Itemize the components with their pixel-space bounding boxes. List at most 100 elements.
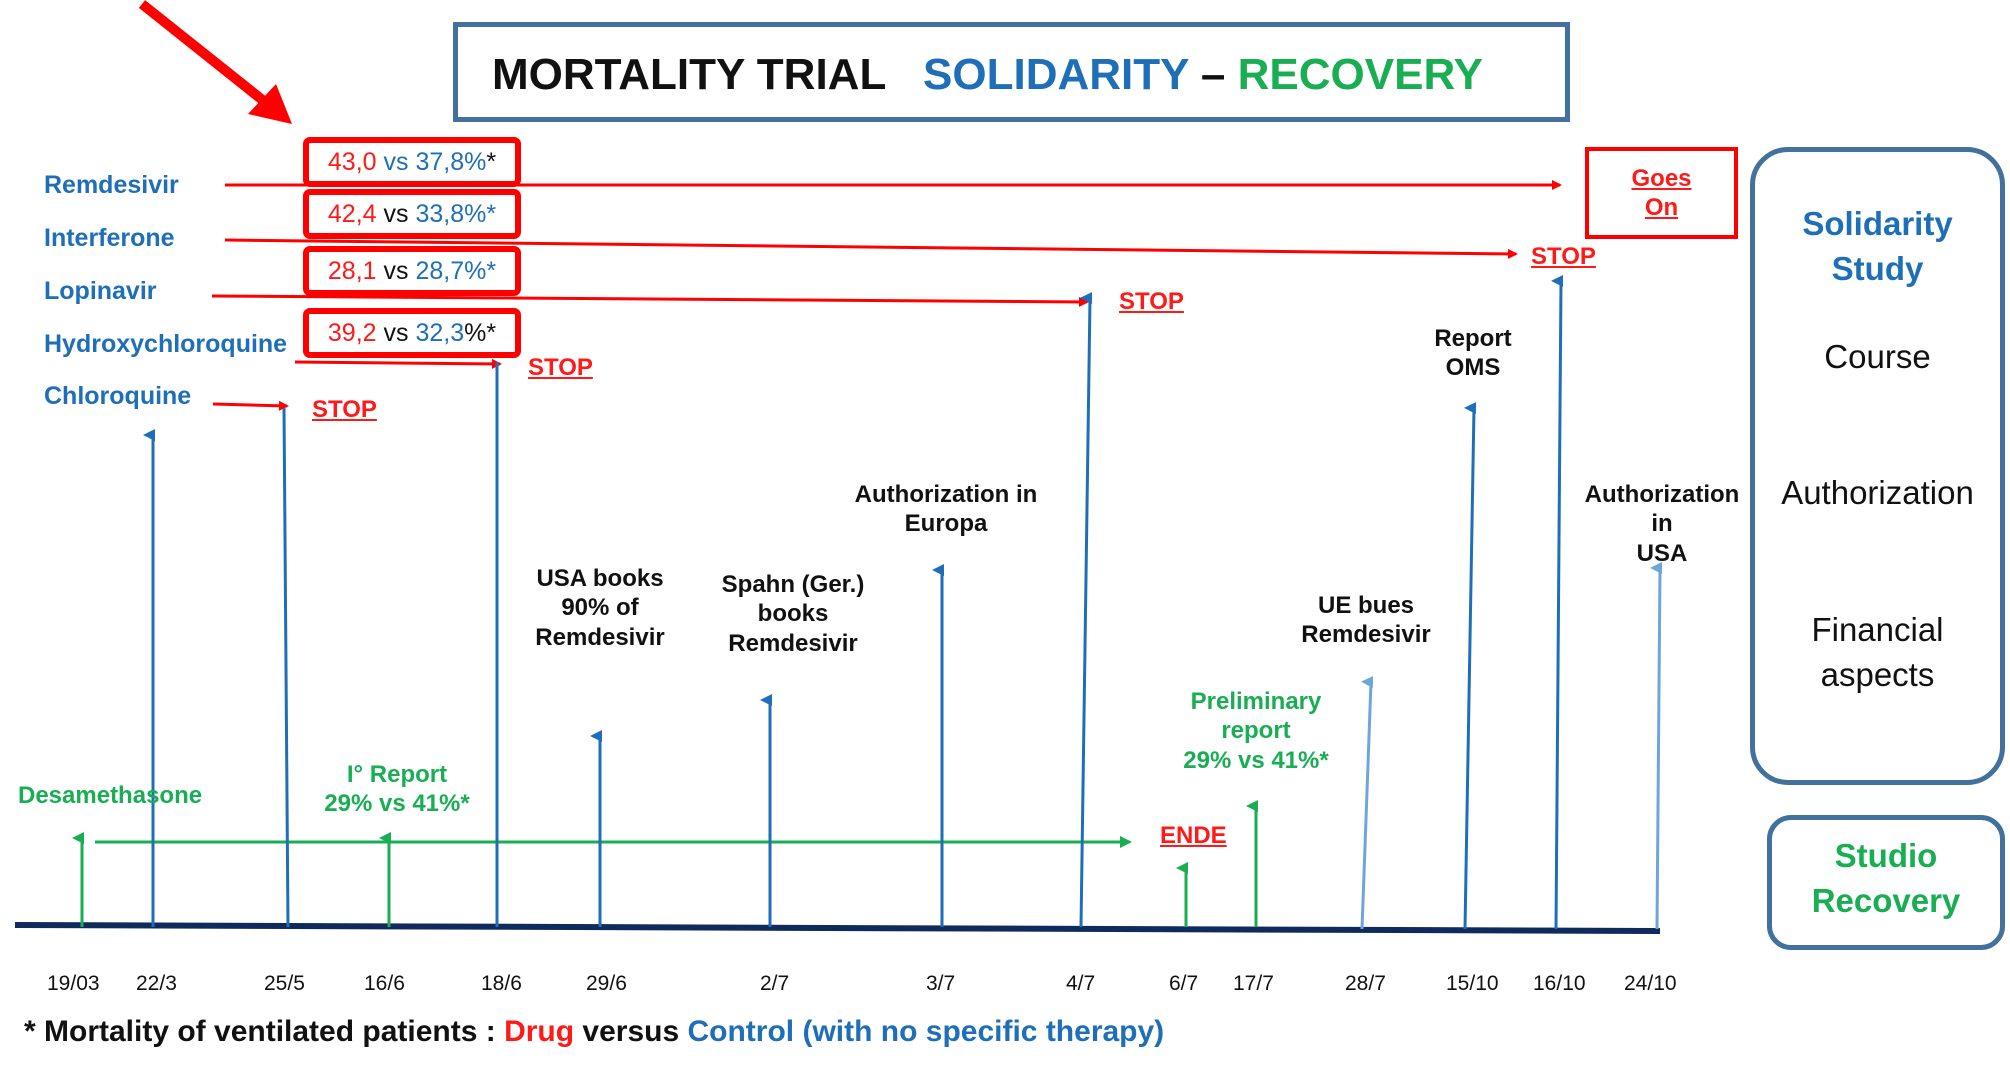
solidarity-study-title: Solidarity Study	[1750, 202, 2005, 291]
mortality-box-lopinavir: 28,1 vs 28,7%*	[303, 246, 521, 296]
usa-books-line1: USA books	[536, 565, 664, 592]
footnote-control: Control (with no specific therapy)	[687, 1015, 1165, 1048]
drug-label-remdesivir: Remdesivir	[44, 171, 179, 199]
vs-text: vs	[383, 199, 409, 228]
date-label: 28/7	[1345, 972, 1386, 995]
date-label: 19/03	[47, 972, 100, 995]
footnote-drug: Drug	[504, 1015, 575, 1048]
asterisk: *	[486, 147, 497, 176]
mortality-box-remdesivir: 43,0 vs 37,8% *	[303, 137, 521, 187]
first-report-line1: I° Report	[346, 761, 448, 788]
timeline-baseline	[14, 922, 1661, 934]
auth-europa-line2: Europa	[904, 510, 988, 538]
first-report-label: I° Report 29% vs 41%*	[307, 760, 487, 819]
preliminary-report-label: Preliminary report 29% vs 41%*	[1160, 687, 1352, 775]
solidarity-study-frame	[1750, 147, 2005, 785]
goes-on-line2: On	[1644, 194, 1679, 221]
stop-label-hydroxychloroquine: STOP	[528, 354, 593, 381]
title-part-recovery: RECOVERY	[1237, 50, 1483, 99]
drug-value: 43,0	[327, 147, 377, 176]
date-label: 24/10	[1624, 972, 1677, 995]
footnote-prefix: * Mortality of ventilated patients :	[24, 1015, 505, 1048]
control-value: 32,3	[415, 318, 465, 347]
ue-bues-label: UE bues Remdesivir	[1284, 591, 1448, 650]
title-separator: –	[1200, 50, 1226, 99]
date-label: 3/7	[926, 972, 956, 995]
lopinavir-arrow	[211, 294, 1089, 307]
arrow-25-5	[282, 407, 290, 928]
drug-value: 39,2	[327, 318, 377, 347]
goes-on-box: Goes On	[1585, 147, 1738, 239]
spahn-label: Spahn (Ger.) books Remdesivir	[700, 570, 886, 658]
vs-text: vs	[383, 256, 409, 285]
page-title: MORTALITY TRIAL SOLIDARITY – RECOVERY	[492, 50, 1483, 100]
drug-label-hydroxychloroquine: Hydroxychloroquine	[44, 330, 288, 358]
sidebar-financial-aspects: Financial aspects	[1750, 608, 2005, 697]
auth-europa-line1: Authorization in	[854, 481, 1038, 508]
spahn-line3: Remdesivir	[728, 629, 858, 657]
report-oms-line2: OMS	[1445, 354, 1501, 382]
auth-usa-label: Authorization in USA	[1576, 480, 1748, 568]
arrow-15-10	[1463, 402, 1477, 930]
sidebar-authorization: Authorization	[1781, 474, 1974, 511]
arrow-16-10	[1551, 275, 1564, 930]
control-value: 33,8%*	[415, 199, 497, 228]
date-label: 22/3	[136, 972, 177, 995]
spahn-line2: books	[757, 600, 829, 628]
auth-usa-line3: USA	[1636, 539, 1688, 567]
pointer-arrow	[138, 0, 292, 124]
date-label: 17/7	[1233, 972, 1274, 995]
arrow-4-7	[1079, 292, 1093, 928]
stop-label-lopinavir: STOP	[1119, 288, 1184, 315]
ende-label: ENDE	[1160, 822, 1227, 849]
ue-bues-line1: UE bues	[1317, 592, 1415, 619]
auth-europa-label: Authorization in Europa	[840, 480, 1052, 539]
arrow-24-10	[1650, 562, 1663, 930]
desamethasone-label: Desamethasone	[18, 782, 203, 809]
title-part-mortality: MORTALITY TRIAL	[492, 50, 887, 99]
date-label: 29/6	[586, 972, 627, 995]
stop-label-chloroquine: STOP	[312, 396, 377, 423]
footnote-versus: versus	[574, 1015, 688, 1048]
drug-label-interferone: Interferone	[44, 224, 175, 252]
studio-recovery-title: Studio Recovery	[1767, 834, 2005, 923]
financial-line2: aspects	[1820, 655, 1935, 693]
preliminary-line1: Preliminary	[1190, 688, 1322, 715]
report-oms-line1: Report	[1434, 325, 1512, 352]
date-label: 16/10	[1533, 972, 1586, 995]
financial-line1: Financial	[1811, 611, 1944, 648]
chloroquine-arrow	[212, 400, 289, 411]
solidarity-line2: Study	[1831, 249, 1924, 287]
drug-label-chloroquine: Chloroquine	[44, 382, 192, 410]
vs-text: vs	[383, 147, 409, 176]
arrow-28-7	[1360, 676, 1374, 930]
drug-value: 28,1	[327, 256, 377, 285]
auth-usa-line2: in	[1651, 510, 1673, 538]
preliminary-line2: report	[1221, 717, 1291, 745]
mortality-box-hydroxychloroquine: 39,2 vs 32,3 %*	[303, 308, 521, 358]
spahn-line1: Spahn (Ger.)	[721, 571, 865, 598]
recovery-line1: Studio	[1834, 837, 1938, 874]
date-label: 18/6	[481, 972, 522, 995]
footnote: * Mortality of ventilated patients : Dru…	[24, 1015, 1164, 1049]
sidebar-course: Course	[1824, 338, 1931, 375]
stop-label-interferone: STOP	[1531, 243, 1596, 270]
usa-books-line3: Remdesivir	[535, 623, 665, 651]
recovery-line2: Recovery	[1811, 881, 1961, 919]
date-label: 15/10	[1446, 972, 1499, 995]
preliminary-line3: 29% vs 41%*	[1183, 746, 1329, 774]
asterisk: %*	[464, 318, 497, 347]
usa-books-line2: 90% of	[561, 594, 639, 622]
auth-usa-line1: Authorization	[1584, 481, 1740, 508]
control-value: 37,8%	[415, 147, 487, 176]
solidarity-line1: Solidarity	[1802, 205, 1953, 242]
date-label: 4/7	[1066, 972, 1096, 995]
mortality-box-interferone: 42,4 vs 33,8%*	[303, 189, 521, 239]
hydroxychloroquine-arrow	[294, 358, 502, 369]
title-part-solidarity: SOLIDARITY	[923, 50, 1189, 99]
goes-on-line1: Goes	[1631, 164, 1692, 192]
title-frame	[453, 22, 1570, 122]
interferone-arrow	[224, 238, 1518, 259]
